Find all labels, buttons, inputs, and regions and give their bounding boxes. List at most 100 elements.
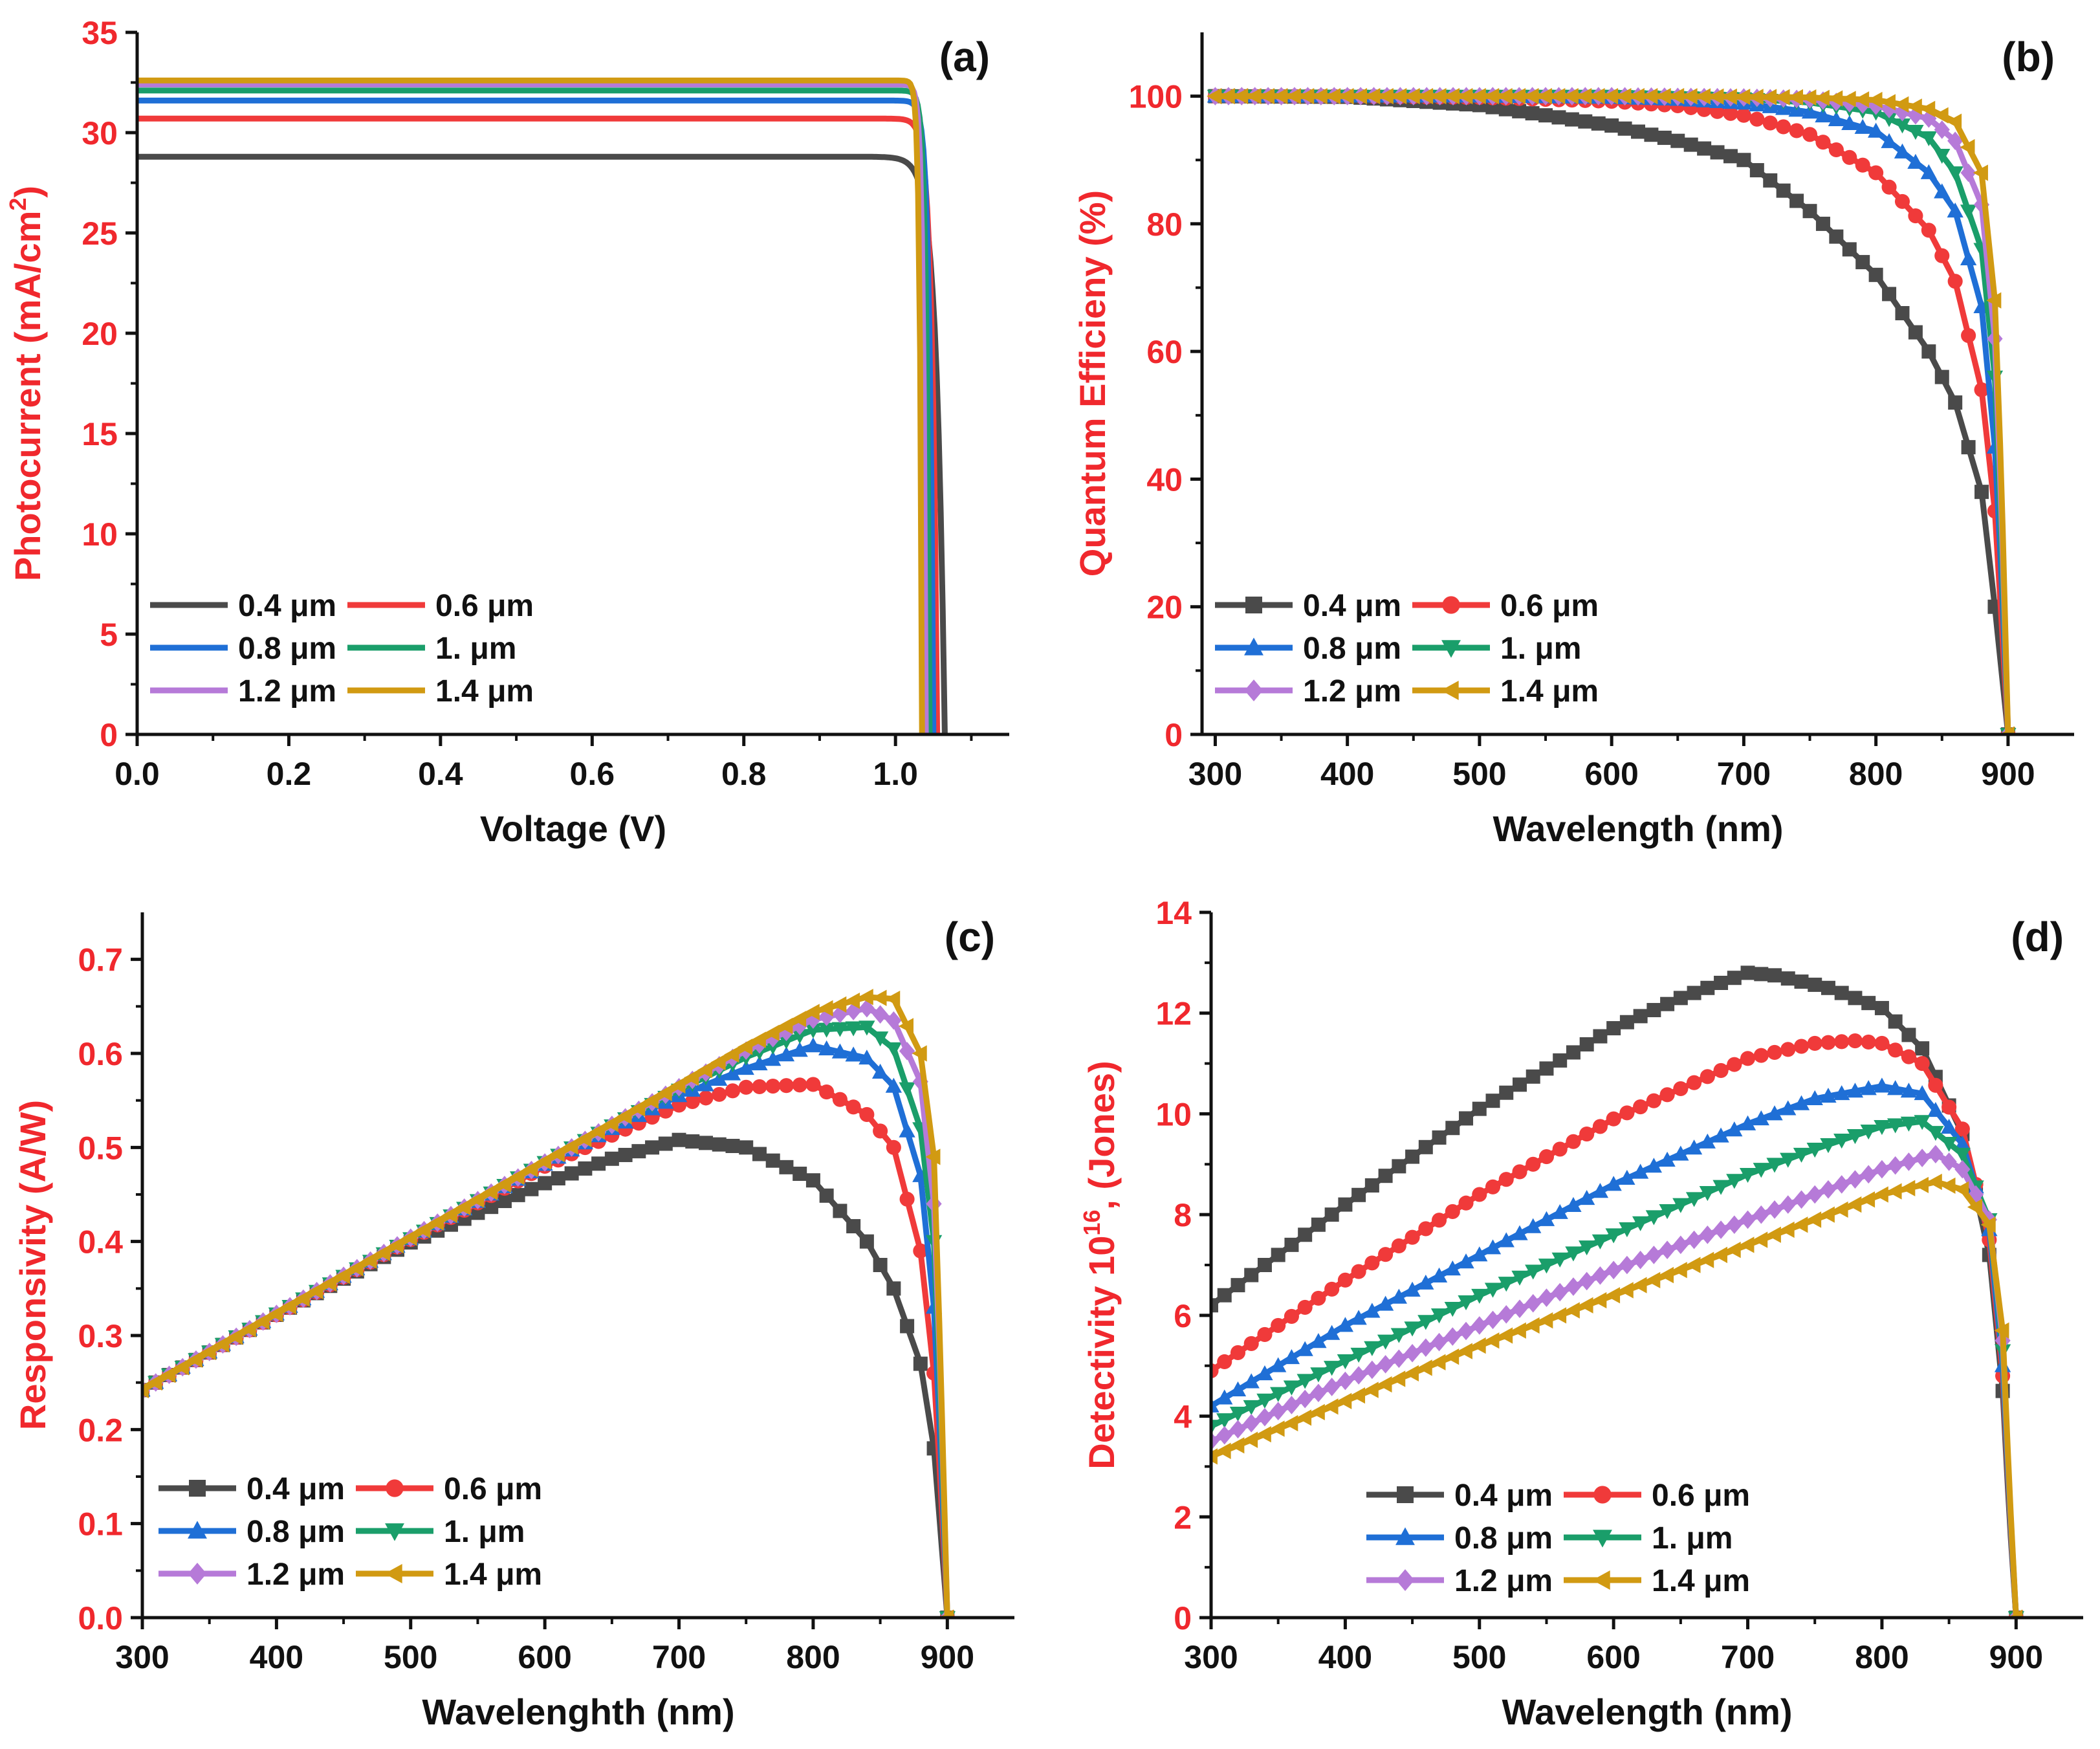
marker-triangle-up [765, 1051, 782, 1066]
marker-triangle-up [1270, 1357, 1287, 1372]
marker-square [1842, 242, 1857, 257]
x-tick-label: 0.0 [115, 756, 160, 792]
marker-triangle-up [188, 1521, 207, 1539]
marker-triangle-up [1920, 164, 1937, 179]
marker-triangle-down [1579, 1240, 1595, 1256]
marker-triangle-up [1256, 1365, 1273, 1381]
marker-triangle-left [1725, 1241, 1741, 1259]
series-group [1207, 87, 2017, 734]
marker-triangle-left [1602, 87, 1619, 105]
marker-square [1432, 1130, 1447, 1145]
panel-label: (d) [2011, 914, 2064, 960]
marker-triangle-down [845, 1021, 862, 1037]
marker-triangle-up [1934, 183, 1951, 199]
x-axis-title: Wavelength (nm) [1502, 1691, 1792, 1732]
marker-triangle-left [1946, 113, 1962, 130]
marker-square [1749, 163, 1764, 178]
marker-circle [1776, 119, 1791, 135]
marker-square [725, 1139, 740, 1154]
marker-triangle-left [1960, 138, 1975, 156]
marker-triangle-up [1591, 1183, 1609, 1198]
marker-triangle-left [563, 1138, 578, 1155]
marker-diamond [1954, 1160, 1971, 1179]
marker-diamond [188, 1563, 207, 1585]
marker-triangle-left [1629, 87, 1645, 105]
marker-triangle-left [1933, 107, 1949, 124]
marker-triangle-left [589, 1123, 606, 1140]
marker-triangle-left [294, 1290, 310, 1307]
marker-triangle-left [201, 1343, 216, 1361]
marker-triangle-down [791, 1029, 808, 1044]
marker-triangle-left [429, 1214, 444, 1231]
marker-square [739, 1140, 754, 1155]
marker-triangle-left [455, 1199, 471, 1216]
marker-triangle-down [1605, 1228, 1622, 1244]
marker-triangle-up [1511, 1225, 1528, 1240]
legend-item-3: 1. μm [347, 632, 516, 666]
marker-square [1802, 204, 1817, 219]
marker-circle [1619, 1105, 1635, 1121]
legend: 0.4 μm 0.6 μm 0.8 μm 1. μm 1.2 μm 1.4 μm [159, 1472, 542, 1592]
marker-diamond [1686, 1230, 1702, 1249]
marker-triangle-down [1441, 640, 1461, 658]
marker-triangle-up [1914, 1085, 1930, 1101]
marker-circle [1847, 1033, 1863, 1049]
marker-square [1230, 1278, 1245, 1293]
marker-square [1974, 485, 1989, 500]
marker-triangle-left [1712, 1246, 1727, 1264]
marker-square [819, 1188, 834, 1203]
marker-square [1498, 102, 1513, 116]
marker-square [1808, 977, 1822, 992]
marker-circle [1834, 1034, 1850, 1050]
marker-diamond [1395, 1569, 1415, 1591]
legend-item-3: 1. μm [356, 1515, 525, 1549]
marker-triangle-left [1828, 90, 1843, 107]
x-tick-label: 800 [1855, 1639, 1909, 1675]
x-tick-label: 700 [652, 1639, 706, 1675]
marker-diamond [1793, 1190, 1810, 1209]
legend-label: 0.8 μm [1454, 1521, 1553, 1556]
marker-triangle-left [1887, 1183, 1902, 1200]
legend-item-2: 0.8 μm [150, 632, 336, 666]
marker-circle [1815, 135, 1831, 150]
marker-triangle-left [1363, 1381, 1379, 1398]
marker-circle [1418, 1221, 1434, 1237]
marker-square [1789, 193, 1804, 208]
marker-triangle-down [1900, 1116, 1918, 1132]
marker-triangle-left [1819, 1206, 1835, 1223]
marker-triangle-down [1471, 1288, 1488, 1304]
legend-item-0: 0.4 μm [1366, 1479, 1553, 1513]
marker-circle [792, 1077, 807, 1093]
marker-triangle-left [1417, 1359, 1432, 1376]
marker-square [1673, 991, 1688, 1006]
marker-diamond [1297, 1389, 1313, 1409]
y-tick-label: 80 [1146, 206, 1183, 243]
series-markers-1 [1211, 1033, 2024, 1618]
y-tick-label: 4 [1174, 1399, 1192, 1435]
marker-triangle-left [1497, 87, 1513, 105]
marker-triangle-left [1578, 1297, 1593, 1314]
marker-triangle-up [1960, 250, 1977, 266]
legend-item-4: 1.2 μm [159, 1557, 345, 1592]
marker-circle [1954, 1121, 1970, 1137]
marker-square [1861, 996, 1876, 1011]
marker-triangle-down [1350, 1347, 1367, 1363]
marker-square [1727, 971, 1742, 985]
y-tick-label: 5 [100, 617, 118, 653]
marker-circle [1828, 142, 1844, 158]
series-markers-0 [142, 1132, 955, 1618]
marker-triangle-left [254, 1313, 270, 1330]
legend-label: 0.8 μm [238, 632, 336, 666]
marker-square [672, 1132, 686, 1147]
marker-square [1284, 1237, 1299, 1252]
marker-square [1646, 1003, 1661, 1018]
marker-triangle-up [1753, 1110, 1769, 1126]
marker-square [1617, 121, 1632, 136]
marker-circle [765, 1079, 781, 1094]
marker-triangle-up [859, 1050, 875, 1065]
y-tick-label: 30 [82, 115, 118, 151]
marker-circle [1337, 1272, 1353, 1288]
marker-circle [1740, 1051, 1756, 1066]
marker-square [1710, 145, 1725, 160]
